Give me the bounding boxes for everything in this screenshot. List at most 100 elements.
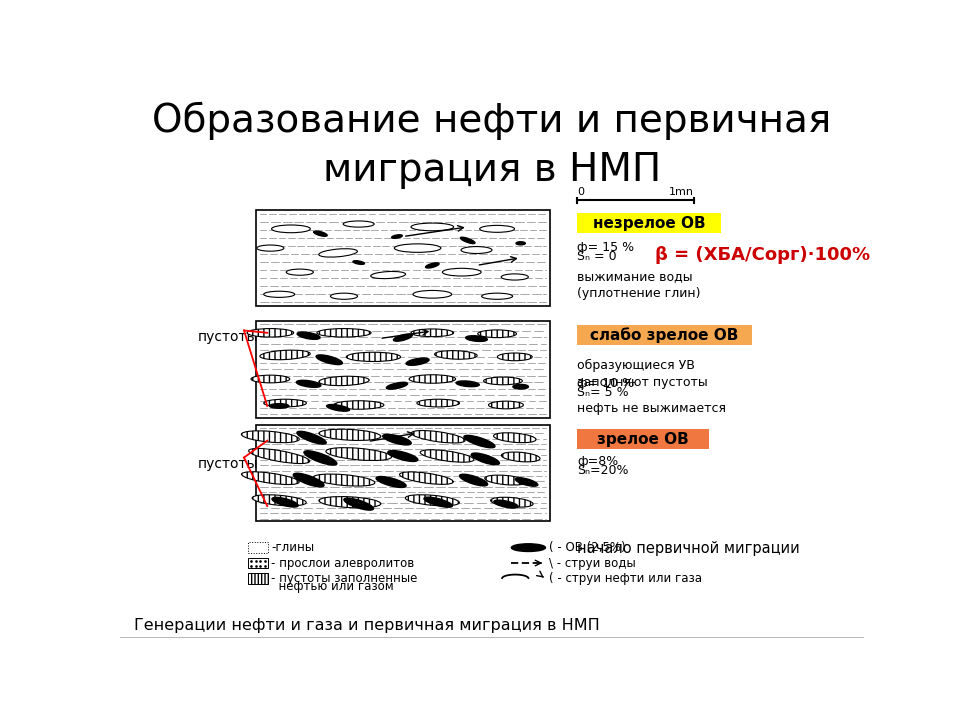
Ellipse shape [344, 221, 374, 227]
Text: выжимание воды
(уплотнение глин): выжимание воды (уплотнение глин) [577, 271, 701, 300]
Ellipse shape [247, 328, 294, 337]
Ellipse shape [485, 475, 527, 485]
Text: - пустоты заполненные: - пустоты заполненные [271, 572, 418, 585]
Ellipse shape [461, 237, 475, 243]
Text: Sₙ=20%: Sₙ=20% [577, 464, 629, 477]
Ellipse shape [326, 405, 349, 411]
Ellipse shape [493, 500, 518, 508]
Text: зрелое ОВ: зрелое ОВ [597, 431, 689, 446]
Ellipse shape [270, 404, 289, 408]
Ellipse shape [297, 431, 326, 444]
Ellipse shape [333, 401, 384, 409]
Ellipse shape [319, 429, 381, 441]
Ellipse shape [330, 293, 357, 300]
Text: ф= 15 %: ф= 15 % [577, 240, 635, 254]
Bar [577, 325, 752, 345]
Text: ф=8%: ф=8% [577, 455, 618, 468]
Text: незрелое ОВ: незрелое ОВ [592, 216, 706, 231]
Ellipse shape [480, 225, 515, 233]
Ellipse shape [516, 478, 538, 486]
Ellipse shape [443, 269, 481, 276]
Bar [248, 542, 268, 553]
Ellipse shape [376, 477, 406, 487]
Text: слабо зрелое ОВ: слабо зрелое ОВ [590, 328, 738, 343]
Ellipse shape [344, 498, 373, 510]
Ellipse shape [464, 436, 495, 448]
Ellipse shape [264, 399, 306, 407]
Ellipse shape [491, 498, 533, 507]
Text: Sₙ = 0: Sₙ = 0 [577, 250, 617, 263]
Ellipse shape [304, 451, 337, 465]
Ellipse shape [319, 248, 357, 257]
Bar [255, 426, 550, 521]
Ellipse shape [260, 350, 310, 360]
Ellipse shape [435, 351, 477, 359]
Ellipse shape [242, 472, 300, 485]
Ellipse shape [249, 449, 310, 464]
Text: ( - ОВ (2,5%): ( - ОВ (2,5%) [548, 541, 625, 554]
Ellipse shape [314, 231, 327, 236]
Text: - прослои алевролитов: - прослои алевролитов [271, 557, 415, 570]
Ellipse shape [461, 246, 492, 253]
Ellipse shape [413, 290, 452, 298]
Ellipse shape [286, 269, 313, 275]
Bar [577, 213, 721, 233]
Ellipse shape [319, 497, 381, 508]
Ellipse shape [392, 235, 402, 238]
Ellipse shape [256, 245, 284, 251]
Ellipse shape [484, 377, 522, 384]
Bar [577, 429, 709, 449]
Ellipse shape [501, 452, 540, 462]
Text: пустоты: пустоты [198, 330, 258, 343]
Ellipse shape [482, 293, 513, 300]
Ellipse shape [411, 329, 454, 337]
Ellipse shape [252, 495, 306, 505]
Ellipse shape [425, 263, 439, 268]
Ellipse shape [411, 431, 465, 443]
Ellipse shape [293, 473, 324, 487]
Ellipse shape [241, 431, 300, 443]
Text: 0: 0 [577, 186, 585, 197]
Text: Образование нефти и первичная
миграция в НМП: Образование нефти и первичная миграция в… [153, 102, 831, 189]
Ellipse shape [297, 380, 321, 387]
Ellipse shape [466, 336, 488, 341]
Text: Генерации нефти и газа и первичная миграция в НМП: Генерации нефти и газа и первичная мигра… [134, 618, 600, 633]
Text: нефтью или газом: нефтью или газом [271, 580, 394, 593]
Ellipse shape [399, 472, 453, 485]
Text: 1mn: 1mn [668, 186, 693, 197]
Ellipse shape [460, 474, 488, 486]
Bar [248, 573, 268, 584]
Text: ф= 10 %: ф= 10 % [577, 377, 635, 390]
Ellipse shape [405, 495, 459, 505]
Ellipse shape [512, 544, 545, 552]
Ellipse shape [272, 225, 310, 233]
Ellipse shape [513, 384, 528, 389]
Ellipse shape [478, 330, 516, 338]
Ellipse shape [516, 242, 525, 245]
Text: начало первичной миграции: начало первичной миграции [577, 541, 800, 556]
Ellipse shape [319, 377, 370, 386]
Ellipse shape [493, 433, 536, 443]
Ellipse shape [417, 399, 460, 407]
Ellipse shape [371, 271, 405, 279]
Ellipse shape [501, 274, 528, 280]
Ellipse shape [386, 382, 408, 390]
Text: ( - струи нефти или газа: ( - струи нефти или газа [548, 572, 702, 585]
Ellipse shape [395, 244, 441, 252]
Text: -глины: -глины [271, 541, 314, 554]
Bar [255, 210, 550, 306]
Ellipse shape [272, 498, 299, 507]
Ellipse shape [325, 448, 392, 461]
Ellipse shape [456, 381, 479, 387]
Bar [248, 557, 268, 568]
Ellipse shape [406, 358, 429, 365]
Ellipse shape [353, 261, 365, 264]
Ellipse shape [316, 355, 343, 364]
Ellipse shape [347, 352, 400, 361]
Text: Sₙ= 5 %: Sₙ= 5 % [577, 387, 629, 400]
Ellipse shape [497, 353, 532, 361]
Ellipse shape [471, 453, 499, 464]
Text: нефть не выжимается: нефть не выжимается [577, 402, 727, 415]
Ellipse shape [394, 334, 412, 341]
Ellipse shape [424, 497, 452, 508]
